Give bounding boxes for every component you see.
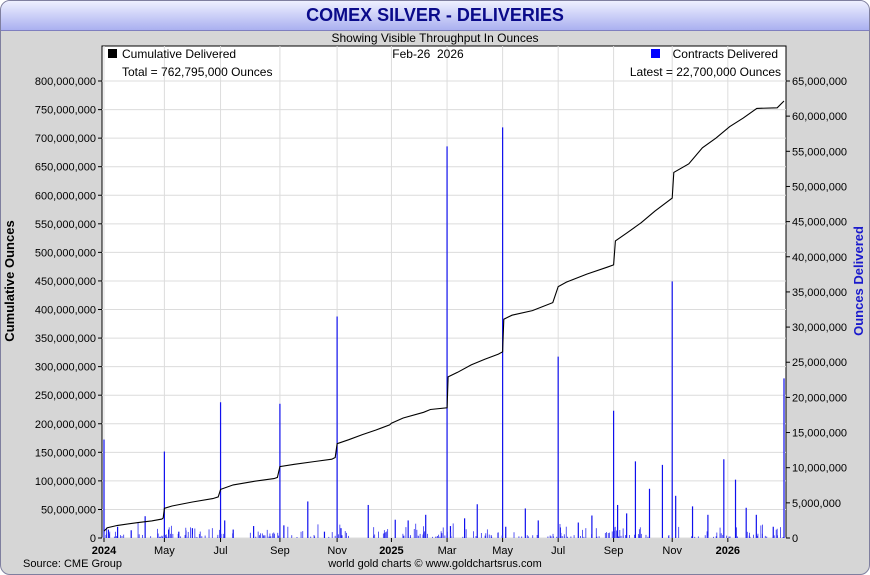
y-left-tick-label: 650,000,000 (35, 162, 96, 174)
y-axis-left: 0 50,000,000 100,000,000 150,000,000 200,000… (35, 76, 102, 545)
y-right-tick-label: 60,000,000 (792, 111, 847, 123)
y-left-tick-label: 150,000,000 (35, 447, 96, 459)
y-left-tick-label: 250,000,000 (35, 390, 96, 402)
y-axis-left-label: Cumulative Ounces (2, 220, 17, 341)
x-tick-label: Nov (327, 545, 347, 557)
y-right-tick-label: 0 (792, 533, 798, 545)
y-left-tick-label: 450,000,000 (35, 276, 96, 288)
y-right-tick-label: 40,000,000 (792, 252, 847, 264)
source-note: Source: CME Group (23, 558, 123, 570)
legend-contracts-swatch (651, 49, 660, 58)
x-axis: 2024 May Jul Sep Nov 2025 Mar May Jul Sep Nov 2026 (92, 538, 740, 557)
legend-cumulative-swatch (108, 49, 117, 58)
x-tick-label: Mar (438, 545, 457, 557)
y-right-tick-label: 55,000,000 (792, 146, 847, 158)
credit-note: world gold charts © www.goldchartsrus.co… (328, 558, 542, 570)
y-left-tick-label: 800,000,000 (35, 76, 96, 88)
y-left-tick-label: 50,000,000 (41, 504, 96, 516)
x-tick-label: May (492, 545, 513, 557)
y-left-tick-label: 300,000,000 (35, 362, 96, 374)
x-tick-label: 2024 (92, 545, 117, 557)
y-left-tick-label: 400,000,000 (35, 305, 96, 317)
plot-area (101, 45, 787, 539)
legend-cumulative-label: Cumulative Delivered (122, 47, 236, 61)
y-right-tick-label: 10,000,000 (792, 463, 847, 475)
x-tick-label: 2026 (716, 545, 740, 557)
contracts-series (103, 127, 785, 538)
cumulative-series-line (103, 100, 785, 532)
chart-date: Feb-26 2026 (392, 47, 464, 61)
legend-contracts-label: Contracts Delivered (673, 47, 778, 61)
x-tick-label: May (154, 545, 175, 557)
y-left-tick-label: 700,000,000 (35, 133, 96, 145)
y-right-tick-label: 65,000,000 (792, 76, 847, 88)
y-right-tick-label: 35,000,000 (792, 287, 847, 299)
y-right-tick-label: 25,000,000 (792, 357, 847, 369)
y-left-tick-label: 500,000,000 (35, 247, 96, 259)
x-tick-label: 2025 (379, 545, 403, 557)
y-left-tick-label: 100,000,000 (35, 476, 96, 488)
y-left-tick-label: 550,000,000 (35, 219, 96, 231)
x-tick-label: Sep (604, 545, 624, 557)
y-left-tick-label: 750,000,000 (35, 105, 96, 117)
x-tick-label: Sep (270, 545, 290, 557)
y-left-tick-label: 200,000,000 (35, 419, 96, 431)
y-right-tick-label: 20,000,000 (792, 392, 847, 404)
y-right-tick-label: 5,000,000 (792, 498, 841, 510)
chart-title: COMEX SILVER - DELIVERIES (306, 5, 564, 25)
y-axis-right: 0 5,000,000 10,000,000 15,000,000 20,000,000… (786, 76, 847, 545)
x-tick-label: Nov (662, 545, 682, 557)
x-tick-label: Jul (551, 545, 565, 557)
title-bar: COMEX SILVER - DELIVERIES (1, 1, 869, 31)
y-right-tick-label: 15,000,000 (792, 428, 847, 440)
y-right-tick-label: 50,000,000 (792, 181, 847, 193)
y-left-tick-label: 0 (90, 533, 96, 545)
y-left-tick-label: 350,000,000 (35, 333, 96, 345)
legend-latest: Latest = 22,700,000 Ounces (630, 65, 781, 79)
y-right-tick-label: 30,000,000 (792, 322, 847, 334)
y-right-tick-label: 45,000,000 (792, 217, 847, 229)
x-tick-label: Jul (214, 545, 228, 557)
legend-total: Total = 762,795,000 Ounces (122, 65, 272, 79)
y-axis-right-label: Ounces Delivered (851, 226, 866, 336)
y-left-tick-label: 600,000,000 (35, 190, 96, 202)
chart-subtitle: Showing Visible Throughput In Ounces (331, 31, 539, 45)
